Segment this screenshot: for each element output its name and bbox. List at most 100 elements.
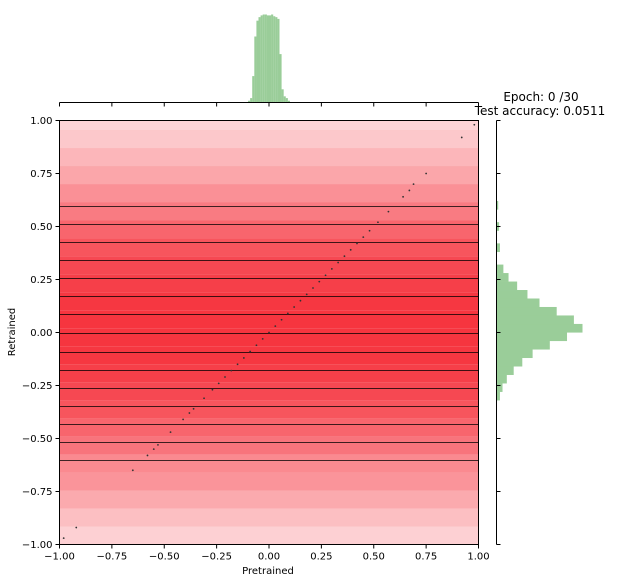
x-axis-ticks: −1.00 −0.75 −0.50 −0.25 0.00 0.25 0.50 0.75 1.00: [44, 544, 490, 563]
right-hist-bar-12: [496, 290, 528, 299]
scatter-point-14: [230, 369, 233, 372]
scatter-point-7: [182, 418, 185, 421]
scatter-point-5: [157, 443, 159, 446]
horizontal-lines: [59, 206, 479, 461]
x-tick-label-2: −0.50: [149, 552, 180, 563]
top-hist-bar-1: [250, 98, 253, 103]
scatter-point-31: [337, 261, 340, 264]
scatter-point-15: [236, 363, 239, 366]
band-9: [59, 364, 479, 383]
scatter-point-4: [152, 448, 155, 450]
scatter-point-37: [377, 221, 379, 224]
scatter-point-0: [62, 537, 65, 540]
top-hist-bar-13: [275, 17, 278, 103]
band-13: [59, 292, 479, 311]
x-tick-label-6: 0.50: [363, 552, 385, 563]
top-hist-bar-17: [283, 96, 286, 103]
x-tick-label-1: −0.75: [97, 552, 128, 563]
band-6: [59, 418, 479, 437]
y-axis-ticks: −1.00 −0.75 −0.50 −0.25 0.00 0.25 0.50 0.75 1.00: [22, 116, 60, 551]
scatter-point-30: [330, 268, 333, 270]
top-hist-bar-10: [268, 15, 272, 103]
scatter-point-35: [362, 236, 365, 239]
x-tick-label-8: 1.00: [467, 552, 489, 563]
x-axis-label: Pretrained: [242, 566, 294, 577]
scatter-point-17: [249, 350, 252, 353]
scatter-point-22: [280, 318, 283, 321]
right-hist-bar-11: [496, 298, 540, 308]
scatter-point-38: [387, 210, 390, 213]
right-hist-bar-6: [496, 340, 550, 350]
scatter-point-1: [75, 526, 78, 529]
right-hist-bar-0: [496, 391, 500, 401]
right-hist-bar-15: [496, 264, 504, 274]
right-hist-bar-5: [496, 349, 533, 359]
scatter-point-25: [299, 299, 302, 302]
scatter-point-44: [473, 123, 476, 126]
scatter-point-8: [188, 412, 191, 414]
y-axis-label: Retrained: [7, 308, 18, 356]
y-tick-label-2: −0.50: [22, 434, 53, 445]
top-hist-bar-0: [248, 100, 251, 103]
scatter-point-28: [318, 280, 321, 283]
top-hist-bar-11: [271, 14, 274, 103]
band-18: [59, 202, 479, 221]
y-tick-label-7: 0.75: [30, 169, 52, 180]
scatter-point-23: [286, 312, 289, 315]
x-tick-label-5: 0.25: [310, 552, 332, 563]
band-4: [59, 454, 479, 473]
scatter-point-11: [211, 388, 214, 391]
scatter-point-39: [402, 195, 404, 198]
top-hist-bar-5: [258, 17, 261, 103]
band-0: [59, 526, 479, 545]
scatter-point-24: [293, 306, 296, 308]
scatter-point-6: [169, 431, 172, 434]
scatter-point-42: [425, 172, 428, 175]
scatter-point-13: [224, 376, 226, 378]
scatter-point-40: [408, 189, 411, 192]
band-3: [59, 472, 479, 491]
y-tick-label-6: 0.50: [30, 222, 52, 233]
scatter-point-21: [274, 325, 277, 328]
y-tick-label-3: −0.25: [22, 381, 53, 392]
band-1: [59, 508, 479, 527]
top-hist-bar-2: [252, 76, 255, 103]
y-tick-label-1: −0.75: [22, 487, 53, 498]
top-hist-bar-9: [266, 15, 270, 103]
band-8: [59, 382, 479, 401]
band-5: [59, 436, 479, 455]
scatter-point-19: [261, 337, 264, 340]
top-marginal-histogram: [248, 14, 290, 103]
right-hist-bar-1: [496, 383, 503, 392]
top-hist-bar-19: [287, 100, 290, 103]
scatter-point-3: [146, 454, 149, 457]
scatter-point-34: [356, 242, 358, 245]
top-hist-bar-15: [279, 54, 282, 103]
band-14: [59, 274, 479, 293]
top-hist-bar-16: [281, 89, 284, 103]
top-hist-bar-18: [285, 98, 288, 103]
top-hist-bar-3: [254, 36, 257, 103]
scatter-point-29: [324, 274, 327, 277]
top-hist-bar-14: [277, 18, 280, 103]
right-hist-bar-2: [496, 374, 507, 384]
right-marginal-histogram: [496, 200, 583, 401]
scatter-point-12: [217, 382, 220, 385]
horizontal-bands: [59, 120, 479, 545]
top-marginal-ticks: [59, 102, 479, 107]
scatter-points: [62, 123, 476, 540]
scatter-point-20: [268, 331, 270, 334]
scatter-point-9: [192, 407, 195, 410]
band-20: [59, 166, 479, 185]
band-22: [59, 130, 479, 149]
right-hist-bar-14: [496, 273, 509, 282]
top-hist-bar-8: [264, 14, 267, 103]
band-23: [59, 120, 479, 131]
band-21: [59, 148, 479, 167]
scatter-point-36: [368, 229, 371, 232]
band-19: [59, 184, 479, 203]
band-15: [59, 256, 479, 275]
band-7: [59, 400, 479, 419]
scatter-point-41: [412, 183, 415, 186]
